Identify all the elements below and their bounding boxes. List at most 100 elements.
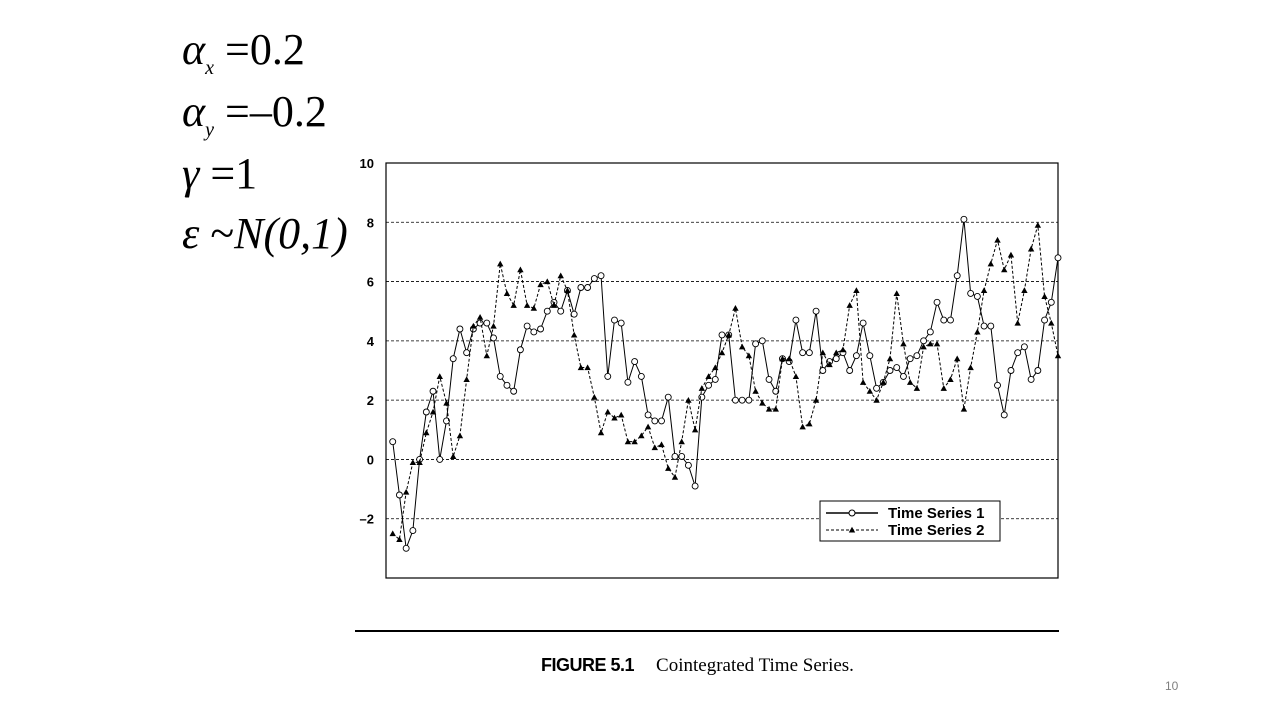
series-1-point [624,378,632,386]
series-2-point [402,488,410,495]
series-1-point [395,491,403,499]
y-tick-label: 2 [367,393,374,408]
series-1-point [557,307,565,315]
series-2-point [752,388,759,394]
series-2-point [1001,266,1008,273]
series-1-point [1014,349,1022,357]
series-2-point [1034,222,1042,228]
series-2-point [691,426,699,433]
series-2-point [517,266,524,273]
series-1-point [873,384,881,392]
series-2-point [638,432,645,439]
series-1-point [940,316,948,324]
legend-box [819,500,1001,542]
series-2-point [913,385,921,391]
equation-symbol: γ [182,149,200,198]
series-2-point [678,438,685,445]
series-1-point [960,215,968,223]
series-2-point [644,423,652,430]
series-1-point [483,319,491,327]
series-1-point [402,544,410,552]
series-2-point [651,444,658,451]
series-2-line [392,225,1059,541]
series-1-point [409,527,417,535]
series-2-point [920,343,927,350]
series-2-point [523,302,531,308]
series-1-point [765,375,773,383]
series-2-point [1007,251,1015,258]
equation-value: 0.2 [249,25,305,74]
series-1-point [711,375,719,383]
series-1-point [617,319,625,327]
series-2-point [577,364,585,371]
series-2-point [980,287,988,294]
series-1-point [1041,316,1049,324]
series-2-point [812,396,820,403]
series-1-point [866,352,874,360]
series-2-point [530,305,538,311]
series-2-point [423,429,430,436]
series-1-point [604,372,612,380]
series-2-point [799,423,806,430]
series-2-point [671,474,679,480]
series-2-point [618,411,625,418]
series-1-point [852,352,860,360]
series-2-point [624,438,632,445]
series-2-point [732,305,739,311]
series-1-point [463,349,471,357]
series-1-point [429,387,437,395]
series-1-point [745,396,753,404]
series-1-point [819,367,827,374]
series-2-point [570,331,578,338]
series-1-point [389,438,397,446]
equation-alpha-y: αy =–0.2 [182,87,327,141]
series-2-point [886,355,894,362]
series-1-point [994,381,1001,389]
series-2-point [597,429,605,436]
series-1-point [443,417,450,425]
series-2-point [893,290,900,296]
plot-frame [385,162,1059,579]
series-1-point [1020,343,1028,351]
series-1-point [967,289,975,297]
series-1-point [933,298,941,306]
series-2-point [503,290,511,296]
series-2-point [544,278,551,285]
slide-number: 10 [1165,679,1179,693]
series-1-point [449,355,457,363]
series-1-point [1047,298,1055,306]
series-1-point [805,349,813,357]
series-2-point [933,340,941,347]
series-2-point [409,459,417,465]
series-1-point [684,461,692,469]
legend-series-1-marker [848,509,856,517]
y-tick-label: 8 [367,215,374,230]
series-1-point [953,272,961,280]
series-2-point [470,322,477,329]
series-1-point [947,316,954,324]
series-2-point [1041,293,1048,299]
series-1-point [537,325,545,333]
equation-value: –0.2 [249,87,327,136]
series-1-point [1000,411,1008,419]
series-1-point [678,453,686,460]
series-1-point [490,334,497,342]
series-2-point [564,287,571,294]
series-1-point [731,396,739,404]
series-2-point [483,352,490,359]
equation-relation: = [210,149,236,198]
series-1-point [570,310,578,318]
series-1-point [973,292,981,300]
series-2-point [967,364,974,371]
series-2-point [947,376,954,382]
series-1-point [637,372,645,380]
y-tick-label: –2 [360,512,374,527]
series-2-point [786,355,793,362]
series-1-point [926,328,934,336]
series-1-point [476,319,484,327]
series-2-point [705,373,712,379]
series-2-point [1027,245,1035,252]
y-tick-label: 6 [367,275,374,290]
series-1-point [543,307,551,315]
series-2-point [611,414,618,421]
